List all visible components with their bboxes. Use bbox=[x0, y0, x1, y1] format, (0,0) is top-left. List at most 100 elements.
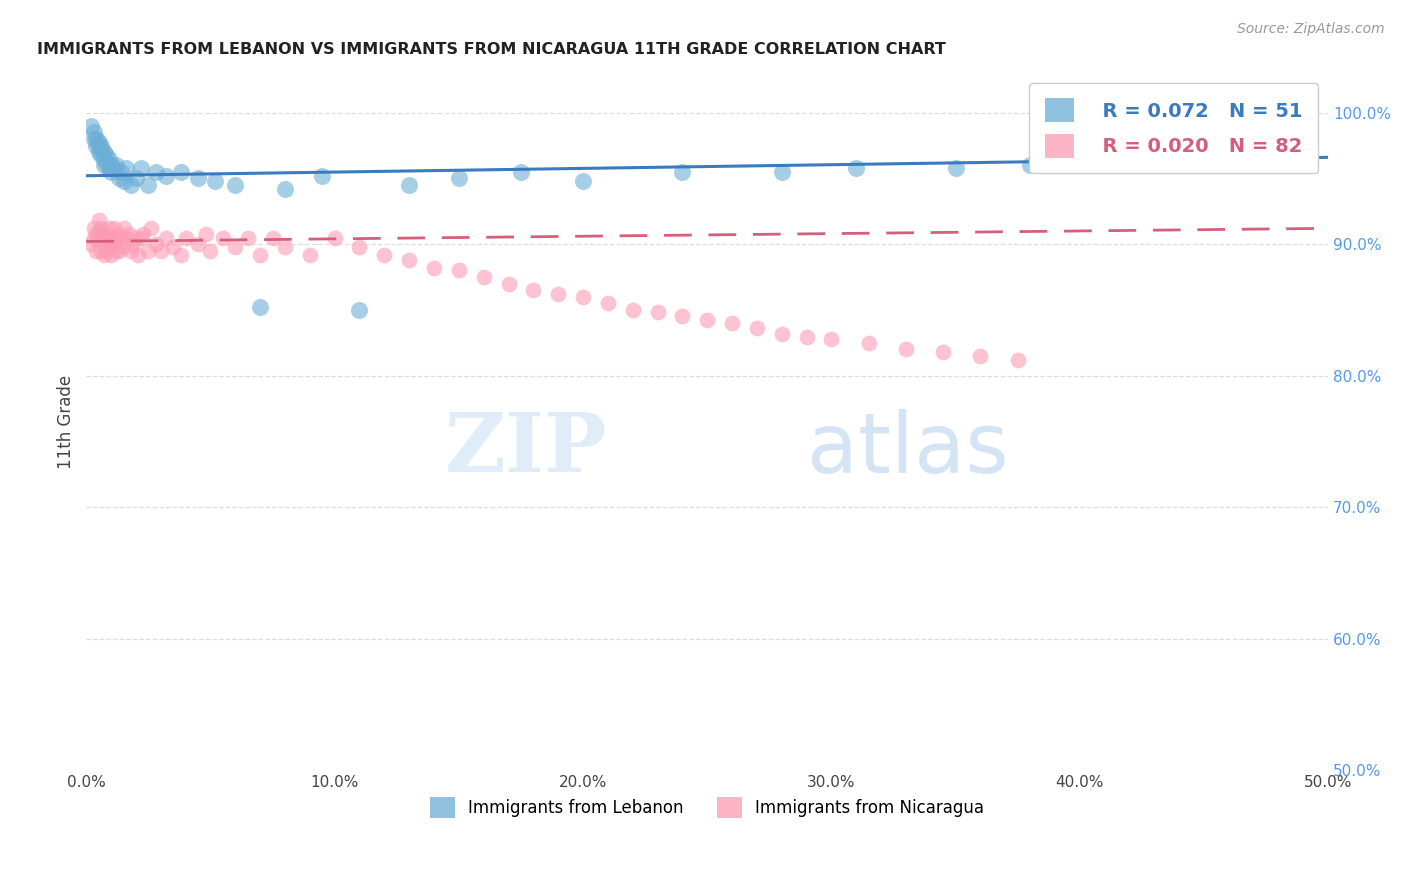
Point bbox=[87, 135, 110, 149]
Point bbox=[323, 230, 346, 244]
Point bbox=[932, 345, 955, 359]
Point bbox=[84, 227, 107, 241]
Point bbox=[103, 221, 125, 235]
Point bbox=[224, 240, 246, 254]
Point bbox=[138, 244, 160, 258]
Point bbox=[187, 237, 209, 252]
Y-axis label: 11th Grade: 11th Grade bbox=[58, 375, 75, 468]
Point bbox=[572, 290, 595, 304]
Point bbox=[745, 321, 768, 335]
Point bbox=[110, 165, 132, 179]
Point bbox=[696, 313, 718, 327]
Point bbox=[145, 165, 167, 179]
Point bbox=[398, 252, 420, 267]
Point bbox=[90, 138, 112, 153]
Point bbox=[510, 165, 533, 179]
Point bbox=[945, 161, 967, 175]
Point bbox=[311, 169, 333, 183]
Point bbox=[349, 240, 371, 254]
Point bbox=[770, 326, 793, 341]
Legend: Immigrants from Lebanon, Immigrants from Nicaragua: Immigrants from Lebanon, Immigrants from… bbox=[423, 790, 991, 824]
Point bbox=[120, 178, 142, 192]
Point bbox=[96, 237, 118, 252]
Point bbox=[84, 132, 107, 146]
Point bbox=[1192, 105, 1215, 120]
Point bbox=[84, 244, 107, 258]
Point bbox=[96, 155, 118, 169]
Point bbox=[236, 230, 259, 244]
Point bbox=[472, 270, 495, 285]
Point bbox=[647, 305, 669, 319]
Point bbox=[93, 158, 115, 172]
Point bbox=[200, 244, 222, 258]
Point bbox=[87, 224, 110, 238]
Point bbox=[1118, 152, 1140, 166]
Point bbox=[83, 125, 105, 139]
Point bbox=[170, 247, 193, 261]
Point bbox=[138, 178, 160, 192]
Point bbox=[155, 169, 177, 183]
Point bbox=[122, 237, 145, 252]
Point bbox=[112, 221, 135, 235]
Point bbox=[93, 230, 115, 244]
Point bbox=[105, 158, 128, 172]
Point bbox=[87, 235, 110, 249]
Point bbox=[90, 147, 112, 161]
Point bbox=[155, 230, 177, 244]
Point bbox=[96, 244, 118, 258]
Point bbox=[100, 165, 122, 179]
Point bbox=[105, 244, 128, 258]
Point bbox=[96, 147, 118, 161]
Point bbox=[112, 174, 135, 188]
Point bbox=[796, 330, 818, 344]
Point bbox=[97, 230, 120, 244]
Text: Source: ZipAtlas.com: Source: ZipAtlas.com bbox=[1237, 22, 1385, 37]
Point bbox=[522, 283, 544, 297]
Point bbox=[125, 230, 148, 244]
Point bbox=[90, 229, 112, 244]
Point bbox=[249, 300, 271, 314]
Point bbox=[671, 310, 693, 324]
Point bbox=[858, 335, 880, 350]
Point bbox=[110, 230, 132, 244]
Point bbox=[103, 230, 125, 244]
Point bbox=[107, 227, 129, 241]
Point bbox=[572, 174, 595, 188]
Point bbox=[894, 343, 917, 357]
Point bbox=[224, 178, 246, 192]
Point bbox=[80, 119, 103, 133]
Point bbox=[129, 161, 152, 175]
Point bbox=[204, 174, 226, 188]
Point bbox=[105, 237, 128, 252]
Point bbox=[187, 171, 209, 186]
Point bbox=[671, 165, 693, 179]
Point bbox=[129, 230, 152, 244]
Point bbox=[249, 247, 271, 261]
Point bbox=[1007, 352, 1029, 367]
Point bbox=[115, 230, 138, 244]
Point bbox=[498, 277, 520, 291]
Point bbox=[298, 247, 321, 261]
Point bbox=[90, 244, 112, 258]
Point bbox=[373, 247, 395, 261]
Point bbox=[174, 230, 197, 244]
Point bbox=[447, 263, 470, 277]
Point bbox=[107, 171, 129, 186]
Point bbox=[139, 221, 162, 235]
Point bbox=[349, 302, 371, 317]
Point bbox=[87, 213, 110, 227]
Point bbox=[93, 152, 115, 166]
Point bbox=[127, 247, 149, 261]
Point bbox=[132, 227, 155, 241]
Point bbox=[212, 230, 235, 244]
Point bbox=[93, 145, 115, 160]
Point bbox=[100, 237, 122, 252]
Point bbox=[87, 145, 110, 160]
Point bbox=[547, 287, 569, 301]
Text: ZIP: ZIP bbox=[446, 409, 607, 490]
Point bbox=[115, 161, 138, 175]
Point bbox=[162, 240, 184, 254]
Point bbox=[103, 161, 125, 175]
Point bbox=[96, 227, 118, 241]
Point bbox=[120, 244, 142, 258]
